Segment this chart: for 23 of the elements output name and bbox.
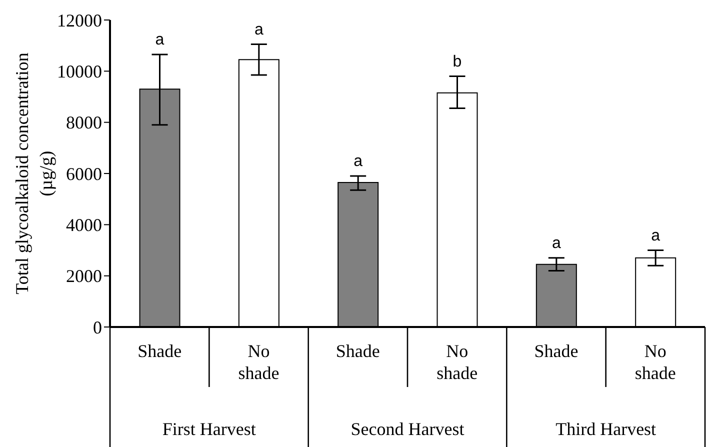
y-axis-title: Total glycoalkaloid concentration (µg/g) bbox=[12, 52, 56, 294]
y-tick-label: 12000 bbox=[57, 10, 102, 30]
y-tick-label: 10000 bbox=[57, 62, 102, 82]
y-tick-label: 8000 bbox=[66, 112, 102, 133]
data-label: a bbox=[651, 227, 660, 244]
x-tick-label: No shade bbox=[238, 341, 280, 383]
y-tick-label: 6000 bbox=[66, 164, 102, 184]
y-tick-label: 0 bbox=[93, 317, 102, 338]
x-tick-label: Shade bbox=[534, 341, 578, 361]
x-tick-label: No shade bbox=[634, 341, 676, 383]
y-tick-label: 4000 bbox=[66, 215, 102, 236]
data-label: a bbox=[254, 21, 264, 38]
data-label: a bbox=[354, 153, 363, 170]
text: Second Harvest bbox=[350, 419, 464, 439]
text: Third Harvest bbox=[556, 419, 656, 439]
data-label: b bbox=[452, 53, 462, 70]
x-tick-label: Shade bbox=[138, 341, 182, 361]
text: First Harvest bbox=[162, 419, 256, 439]
data-label: a bbox=[155, 32, 164, 49]
y-tick-label: 2000 bbox=[66, 266, 102, 286]
x-tick-label: Shade bbox=[336, 341, 380, 361]
x-tick-label: No shade bbox=[436, 341, 478, 383]
data-label: a bbox=[552, 234, 561, 252]
